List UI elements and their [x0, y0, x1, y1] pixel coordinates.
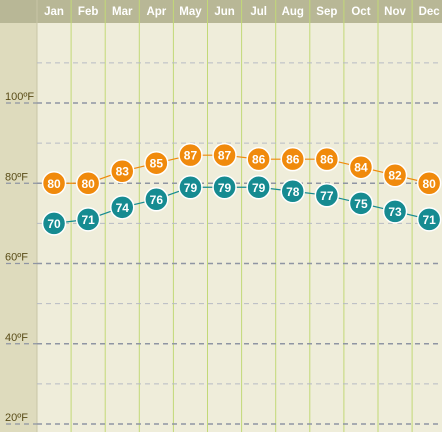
data-label-2: 77	[320, 189, 334, 203]
month-label-mar: Mar	[112, 6, 133, 18]
data-point-1	[212, 142, 237, 168]
data-point-2	[212, 175, 237, 200]
month-label-aug: Aug	[282, 6, 304, 18]
data-label-2: 73	[388, 205, 402, 219]
month-label-oct: Oct	[351, 6, 370, 18]
month-label-jan: Jan	[44, 6, 64, 18]
data-point-1	[75, 171, 101, 196]
data-point-1	[314, 146, 340, 172]
data-label-2: 78	[286, 185, 300, 199]
month-label-dec: Dec	[419, 6, 441, 18]
data-label-1: 83	[116, 165, 130, 179]
data-label-1: 84	[354, 161, 368, 175]
y-tick-label: 20ºF	[5, 412, 28, 424]
data-point-1	[382, 162, 408, 188]
data-label-1: 82	[388, 169, 402, 183]
month-label-nov: Nov	[384, 6, 406, 18]
data-label-1: 86	[286, 153, 300, 167]
data-label-2: 79	[218, 181, 232, 195]
data-point-1	[280, 146, 305, 172]
data-point-1	[178, 142, 203, 168]
data-point-1	[144, 150, 169, 176]
data-label-2: 79	[252, 181, 266, 195]
data-point-2	[348, 191, 374, 216]
data-label-1: 80	[81, 177, 95, 191]
data-point-1	[348, 154, 374, 180]
data-label-2: 79	[184, 181, 198, 195]
data-point-2	[110, 195, 135, 220]
data-label-1: 80	[47, 177, 61, 191]
data-label-1: 80	[422, 177, 436, 191]
data-label-1: 86	[320, 153, 334, 167]
y-axis-background	[0, 23, 37, 432]
data-point-1	[416, 171, 442, 196]
month-label-apr: Apr	[146, 6, 166, 18]
month-header-background	[0, 0, 442, 23]
data-label-2: 74	[116, 201, 130, 215]
month-label-jun: Jun	[214, 6, 234, 18]
y-tick-label: 40ºF	[5, 332, 28, 344]
data-point-2	[246, 175, 271, 200]
data-label-1: 87	[184, 149, 198, 163]
data-point-2	[41, 211, 67, 236]
data-point-2	[178, 175, 203, 200]
y-tick-label: 80ºF	[5, 171, 28, 183]
data-label-2: 76	[150, 193, 164, 207]
data-point-2	[144, 187, 169, 212]
y-tick-label: 100ºF	[5, 91, 34, 103]
data-label-1: 87	[218, 149, 232, 163]
data-point-1	[110, 158, 135, 184]
data-point-2	[382, 199, 408, 224]
data-label-1: 85	[150, 157, 164, 171]
data-label-1: 86	[252, 153, 266, 167]
data-point-2	[280, 179, 305, 204]
data-label-2: 71	[81, 213, 95, 227]
data-point-2	[416, 207, 442, 232]
y-tick-label: 60ºF	[5, 252, 28, 264]
data-point-1	[246, 146, 271, 172]
data-point-1	[41, 171, 67, 196]
data-label-2: 70	[47, 217, 61, 231]
data-point-2	[75, 207, 101, 232]
month-label-jul: Jul	[250, 6, 267, 18]
data-label-2: 75	[354, 197, 368, 211]
data-point-2	[314, 183, 340, 208]
month-label-feb: Feb	[78, 6, 98, 18]
month-label-sep: Sep	[316, 6, 337, 18]
month-label-may: May	[179, 6, 202, 18]
data-label-2: 71	[422, 213, 436, 227]
